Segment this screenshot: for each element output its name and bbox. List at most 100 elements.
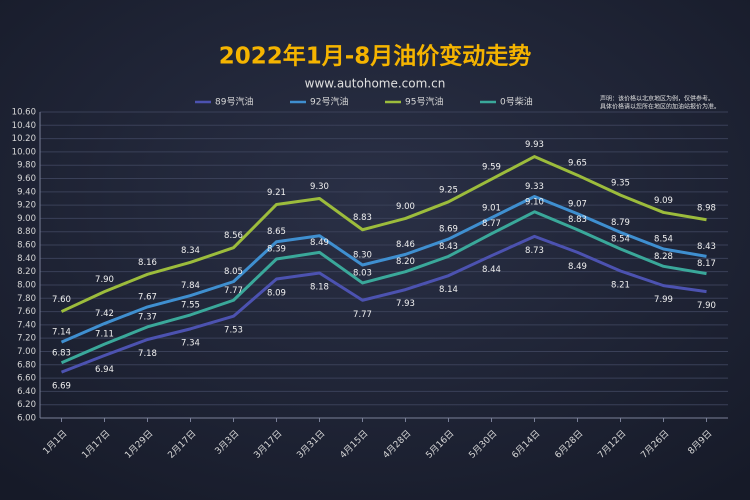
data-label: 6.69 [52, 382, 71, 392]
data-label: 8.54 [654, 235, 673, 245]
data-label: 8.65 [267, 227, 286, 237]
chart-title: 2022年1月-8月油价变动走势 [219, 43, 532, 70]
note: 声明：该价格以北京地区为例，仅供参考。 [600, 95, 714, 103]
data-label: 7.42 [95, 309, 114, 319]
data-label: 8.17 [697, 259, 716, 269]
y-tick-label: 6.80 [17, 360, 36, 370]
data-label: 8.49 [310, 238, 329, 248]
legend-label: 89号汽油 [215, 96, 253, 108]
data-label: 8.54 [611, 235, 630, 245]
data-label: 9.10 [525, 197, 544, 207]
data-label: 8.16 [138, 258, 157, 268]
series-line [60, 194, 707, 344]
data-label: 8.03 [353, 268, 372, 278]
data-label: 8.39 [267, 245, 286, 255]
data-label: 7.77 [353, 310, 372, 320]
y-tick-label: 10.20 [12, 134, 36, 144]
data-label: 8.46 [396, 240, 415, 250]
data-label: 8.77 [482, 219, 501, 229]
data-label: 9.93 [525, 140, 544, 150]
data-label: 7.67 [138, 292, 157, 302]
series-line [60, 155, 707, 313]
data-label: 9.01 [482, 203, 501, 213]
data-label: 8.18 [310, 282, 329, 292]
data-label: 7.77 [224, 286, 243, 296]
data-label: 6.83 [52, 348, 71, 358]
legend-label: 92号汽油 [310, 96, 348, 108]
legend-label: 95号汽油 [405, 96, 443, 108]
data-label: 8.79 [611, 218, 630, 228]
y-tick-label: 7.20 [17, 334, 36, 344]
y-tick-label: 9.00 [17, 214, 36, 224]
data-label: 9.33 [525, 182, 544, 192]
y-tick-label: 7.40 [17, 320, 36, 330]
data-label: 7.84 [181, 281, 200, 291]
y-tick-label: 10.00 [12, 147, 36, 157]
data-label: 9.35 [611, 179, 630, 189]
data-label: 7.18 [138, 349, 157, 359]
y-tick-label: 6.60 [17, 374, 36, 384]
y-tick-label: 6.20 [17, 400, 36, 410]
data-label: 8.05 [224, 267, 243, 277]
data-label: 8.28 [654, 252, 673, 262]
data-label: 6.94 [95, 365, 114, 375]
data-label: 9.65 [568, 159, 587, 169]
data-label: 7.53 [224, 326, 243, 336]
data-label: 8.69 [439, 225, 458, 235]
data-label: 8.98 [697, 203, 716, 213]
y-tick-label: 6.40 [17, 387, 36, 397]
data-label: 8.09 [267, 288, 286, 298]
y-tick-label: 10.40 [12, 121, 36, 131]
data-label: 8.43 [697, 242, 716, 252]
chart-subtitle: www.autohome.com.cn [305, 77, 446, 91]
data-label: 7.60 [52, 295, 71, 305]
data-label: 9.07 [568, 199, 587, 209]
data-label: 8.83 [353, 213, 372, 223]
data-label: 9.25 [439, 185, 458, 195]
y-tick-label: 7.80 [17, 294, 36, 304]
data-label: 8.34 [181, 246, 200, 256]
data-label: 7.90 [697, 301, 716, 311]
data-label: 9.00 [396, 202, 415, 212]
data-label: 7.11 [95, 330, 114, 340]
series-line [60, 210, 707, 365]
data-label: 8.14 [439, 285, 458, 295]
data-label: 8.56 [224, 231, 243, 241]
data-label: 8.20 [396, 257, 415, 267]
data-label: 8.30 [353, 251, 372, 261]
y-tick-label: 6.00 [17, 414, 36, 424]
data-label: 9.21 [267, 188, 286, 198]
data-label: 8.73 [525, 246, 544, 256]
data-label: 8.49 [568, 262, 587, 272]
data-label: 8.21 [611, 280, 630, 290]
y-tick-label: 9.80 [17, 161, 36, 171]
y-tick-label: 8.20 [17, 267, 36, 277]
data-label: 7.34 [181, 338, 200, 348]
data-label: 7.93 [396, 299, 415, 309]
y-tick-label: 7.00 [17, 347, 36, 357]
y-tick-label: 8.80 [17, 227, 36, 237]
data-label: 7.14 [52, 328, 71, 338]
data-label: 7.37 [138, 312, 157, 322]
y-tick-label: 9.40 [17, 187, 36, 197]
data-label: 8.83 [568, 215, 587, 225]
data-label: 7.90 [95, 275, 114, 285]
y-tick-label: 8.00 [17, 280, 36, 290]
legend-label: 0号柴油 [500, 96, 533, 108]
series-line [60, 234, 707, 374]
data-label: 7.99 [654, 295, 673, 305]
y-tick-label: 9.20 [17, 201, 36, 211]
data-label: 8.43 [439, 242, 458, 252]
y-tick-label: 10.60 [12, 108, 36, 118]
data-label: 9.30 [310, 182, 329, 192]
y-tick-label: 8.60 [17, 241, 36, 251]
data-label: 9.59 [482, 163, 501, 173]
data-label: 8.44 [482, 265, 501, 275]
y-tick-label: 7.60 [17, 307, 36, 317]
data-label: 7.55 [181, 300, 200, 310]
note: 具体价格请以您所在地区的加油站报价为准。 [600, 103, 720, 111]
y-tick-label: 8.40 [17, 254, 36, 264]
